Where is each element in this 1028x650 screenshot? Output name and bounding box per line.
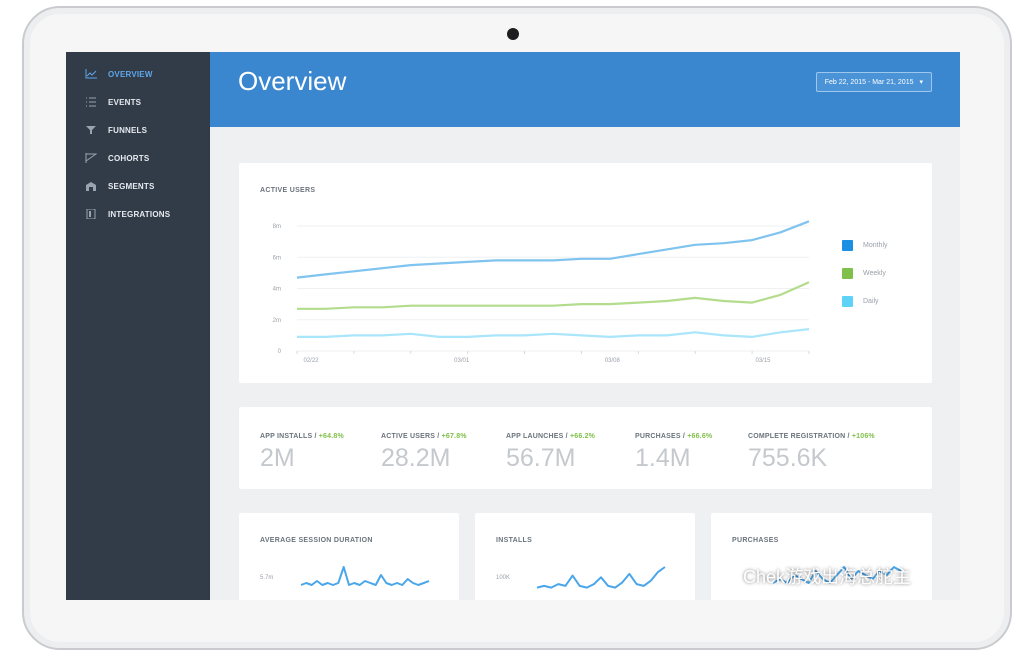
sidebar-item-label: FUNNELS (108, 125, 148, 135)
session-duration-title: AVERAGE SESSION DURATION (260, 537, 373, 544)
funnel-icon (84, 124, 98, 136)
y-tick-label: 0 (278, 349, 282, 355)
purchases-title: PURCHASES (732, 537, 779, 544)
y-tick-label: 2m (273, 318, 281, 324)
page-header: Overview Feb 22, 2015 - Mar 21, 2015 ▾ (210, 52, 960, 127)
purchases-chart (772, 566, 902, 584)
stat-label: ACTIVE USERS / +67.8% (381, 433, 467, 440)
installs-chart: 100K (496, 566, 666, 589)
camera-icon (507, 28, 519, 40)
watermark: Chek游戏出海总舵主 (713, 563, 911, 589)
x-tick-label: 02/22 (303, 358, 319, 364)
stats-card: APP INSTALLS / +64.8% 2M ACTIVE USERS / … (239, 407, 932, 489)
stat-label: APP LAUNCHES / +66.2% (506, 433, 596, 440)
stat-label-text: PURCHASES (635, 433, 681, 440)
stat-label: COMPLETE REGISTRATION / +106% (748, 433, 875, 440)
page-title: Overview (238, 66, 347, 96)
date-range-picker[interactable]: Feb 22, 2015 - Mar 21, 2015 ▾ (815, 72, 932, 92)
legend-swatch-daily (842, 296, 853, 307)
watermark-text: Chek游戏出海总舵主 (743, 567, 912, 587)
app-screen: OVERVIEW EVENTS FUNNELS COHORTS SEGMENTS (66, 52, 960, 600)
stat-value: 2M (260, 444, 295, 472)
sidebar-item-overview[interactable]: OVERVIEW (84, 64, 210, 84)
legend-label: Daily (863, 298, 879, 305)
sidebar-item-label: EVENTS (108, 97, 142, 107)
sidebar-item-label: SEGMENTS (108, 181, 155, 191)
stat-value: 1.4M (635, 444, 691, 472)
stat-label-text: ACTIVE USERS (381, 433, 436, 440)
stat-label: PURCHASES / +66.6% (635, 433, 713, 440)
legend-swatch-weekly (842, 268, 853, 279)
stat-value: 56.7M (506, 444, 576, 472)
sidebar-item-label: COHORTS (108, 153, 150, 163)
stat-label-text: APP LAUNCHES (506, 433, 564, 440)
sidebar-item-label: INTEGRATIONS (108, 209, 171, 219)
cohorts-icon (84, 152, 98, 164)
sidebar-item-integrations[interactable]: INTEGRATIONS (84, 204, 210, 224)
x-tick-label: 03/15 (755, 358, 771, 364)
y-tick-label: 8m (273, 224, 281, 230)
installs-card: INSTALLS 100K (475, 513, 695, 600)
installs-title: INSTALLS (496, 537, 533, 544)
legend-label: Monthly (863, 242, 888, 249)
legend-weekly[interactable]: Weekly (842, 268, 886, 279)
legend-monthly[interactable]: Monthly (842, 240, 888, 251)
mini-series-line (300, 566, 430, 586)
mini-series-line (536, 566, 666, 589)
stat-change: +64.8% (318, 433, 344, 440)
active-users-card: ACTIVE USERS 0 2m 4m 6m 8m 02/22 03/01 03/08 03/… (239, 163, 932, 383)
stat-active-users: ACTIVE USERS / +67.8% 28.2M (381, 433, 467, 473)
series-line-monthly (296, 220, 810, 279)
y-tick-label: 5.7m (260, 575, 273, 581)
list-icon (84, 96, 98, 108)
chevron-down-icon: ▾ (919, 79, 923, 86)
stat-value: 755.6K (748, 444, 828, 472)
stat-purchases: PURCHASES / +66.6% 1.4M (635, 433, 712, 473)
legend-daily[interactable]: Daily (842, 296, 879, 307)
mini-series-line (772, 566, 902, 584)
segments-icon (84, 180, 98, 192)
stat-app-installs: APP INSTALLS / +64.8% 2M (260, 433, 344, 473)
sidebar-item-funnels[interactable]: FUNNELS (84, 120, 210, 140)
stat-label-text: COMPLETE REGISTRATION (748, 433, 846, 440)
stat-change: +67.8% (441, 433, 467, 440)
line-chart-icon (84, 68, 98, 80)
stat-label-text: APP INSTALLS (260, 433, 313, 440)
y-tick-label: 6m (273, 255, 281, 261)
date-range-value: Feb 22, 2015 - Mar 21, 2015 (824, 78, 914, 86)
stat-value: 28.2M (381, 444, 451, 472)
session-duration-chart: 5.7m (260, 566, 430, 586)
stat-complete-registration: COMPLETE REGISTRATION / +106% 755.6K (748, 433, 875, 473)
x-tick-label: 03/08 (605, 358, 621, 364)
y-tick-label: 4m (273, 287, 281, 293)
purchases-card: PURCHASES (711, 513, 932, 600)
x-tick-label: 03/01 (454, 358, 470, 364)
sidebar-item-cohorts[interactable]: COHORTS (84, 148, 210, 168)
integrations-icon (84, 208, 98, 220)
sidebar-item-events[interactable]: EVENTS (84, 92, 210, 112)
sidebar-item-segments[interactable]: SEGMENTS (84, 176, 210, 196)
active-users-chart: 0 2m 4m 6m 8m 02/22 03/01 03/08 03/15 (273, 220, 810, 364)
legend-label: Weekly (863, 270, 886, 277)
stat-change: +66.2% (569, 433, 596, 440)
series-line-weekly (297, 281, 810, 310)
stat-change: +66.6% (687, 433, 713, 440)
stat-change: +106% (851, 433, 875, 440)
legend-swatch-monthly (842, 240, 853, 251)
sidebar-item-label: OVERVIEW (108, 69, 153, 79)
series-line-daily (297, 328, 810, 338)
session-duration-card: AVERAGE SESSION DURATION 5.7m (239, 513, 459, 600)
sidebar: OVERVIEW EVENTS FUNNELS COHORTS SEGMENTS (66, 52, 210, 600)
wechat-icon (713, 566, 738, 586)
active-users-title: ACTIVE USERS (260, 187, 316, 194)
y-tick-label: 100K (496, 575, 510, 581)
stat-app-launches: APP LAUNCHES / +66.2% 56.7M (506, 433, 595, 473)
stat-label: APP INSTALLS / +64.8% (260, 433, 344, 440)
